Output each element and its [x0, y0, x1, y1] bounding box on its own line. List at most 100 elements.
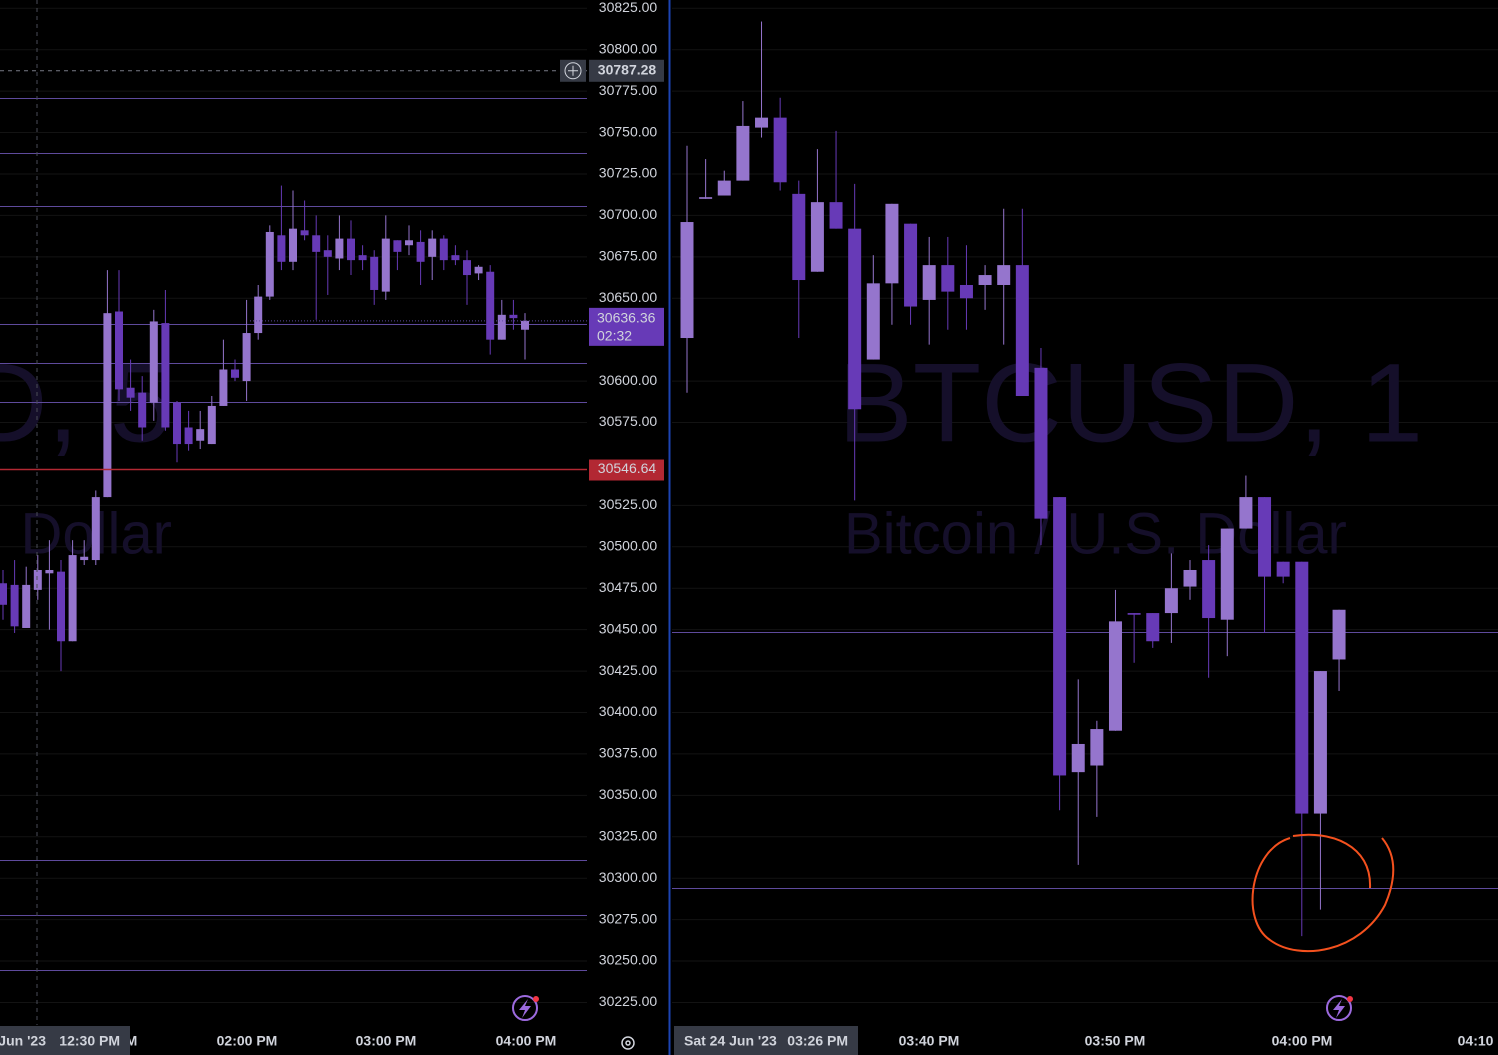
x-tick-label: 02:00 PM: [217, 1033, 278, 1049]
candle-body: [1276, 561, 1290, 577]
candle-body: [126, 387, 135, 398]
x-tick-label: 03:40 PM: [899, 1033, 960, 1049]
candle-body: [358, 255, 367, 261]
candle-body: [755, 117, 769, 128]
lightning-icon[interactable]: [1326, 995, 1353, 1021]
candle-body: [866, 283, 880, 360]
annotation-circle: [1251, 833, 1395, 953]
add-alert-plus: [568, 65, 578, 76]
countdown: 02:32: [597, 328, 632, 344]
candle-body: [370, 256, 379, 290]
y-tick-label: 30525.00: [599, 496, 658, 512]
candle-body: [497, 314, 506, 340]
candle-body: [1295, 561, 1309, 814]
candle-body: [922, 265, 936, 300]
candle-body: [439, 238, 448, 261]
candle-body: [1220, 528, 1234, 620]
candle-body: [231, 369, 239, 378]
candle-body: [521, 320, 529, 330]
crosshair-time-box: [0, 1026, 130, 1055]
candle-body: [149, 321, 158, 403]
lightning-icon[interactable]: [512, 995, 539, 1021]
candle-body: [829, 202, 843, 229]
alert-price: 30546.64: [598, 460, 657, 476]
candle-body: [941, 265, 955, 292]
crosshair-date: Sat 24 Jun '23: [684, 1033, 777, 1049]
candle-body: [1146, 613, 1160, 642]
y-tick-label: 30650.00: [599, 289, 658, 305]
candle-body: [1071, 743, 1085, 773]
candle-body: [115, 311, 123, 390]
candle-body: [207, 405, 216, 445]
y-tick-label: 30375.00: [599, 745, 658, 761]
y-tick-label: 30300.00: [599, 869, 658, 885]
candle-body: [219, 369, 228, 406]
y-tick-label: 30225.00: [599, 993, 658, 1009]
candle-body: [509, 314, 518, 319]
y-tick-label: 30725.00: [599, 165, 658, 181]
candle-body: [848, 228, 862, 410]
candle-body: [196, 429, 205, 441]
candle-body: [289, 228, 297, 262]
candle-body: [416, 241, 425, 262]
name-watermark: Bitcoin / U.S. Dollar: [0, 501, 172, 566]
add-alert-button[interactable]: [560, 59, 586, 82]
candle-body: [885, 203, 899, 284]
candle-body: [1034, 367, 1048, 519]
candle-body: [680, 222, 694, 339]
y-tick-label: 30500.00: [599, 537, 658, 553]
candle-body: [699, 197, 713, 199]
candle-body: [161, 323, 170, 428]
left-panel: BTCUSD, 5Bitcoin / U.S. Dollar: [0, 0, 587, 1025]
candle-body: [254, 296, 263, 334]
candle-body: [184, 427, 193, 445]
candle-body: [904, 223, 918, 307]
candle-body: [428, 238, 437, 257]
candle-body: [10, 584, 19, 627]
candle-body: [1202, 560, 1216, 619]
candle-body: [1015, 265, 1029, 397]
crosshair-price-box: [589, 59, 664, 82]
y-tick-label: 30825.00: [599, 0, 658, 15]
candle-body: [173, 402, 181, 445]
candle-body: [474, 266, 483, 274]
candle-body: [242, 333, 251, 382]
candle-body: [33, 569, 42, 590]
candle-body: [773, 117, 787, 183]
candle-body: [486, 271, 495, 340]
last-price: 30636.36: [597, 310, 656, 326]
y-tick-label: 30325.00: [599, 827, 658, 843]
candle-body: [80, 556, 89, 561]
crosshair-price: 30787.28: [598, 61, 657, 77]
candle-body: [0, 583, 7, 605]
candle-body: [265, 231, 274, 297]
y-tick-label: 30475.00: [599, 579, 658, 595]
y-tick-label: 30600.00: [599, 372, 658, 388]
last-price-box: [589, 307, 664, 346]
candle-body: [45, 569, 54, 574]
y-tick-label: 30800.00: [599, 40, 658, 56]
crosshair-date: Sat 24 Jun '23: [0, 1033, 46, 1049]
candle-body: [717, 180, 731, 196]
candle-body: [335, 238, 344, 259]
alert-price-box: [589, 459, 664, 481]
candle-body: [138, 392, 147, 428]
candle-body: [347, 238, 355, 261]
y-tick-label: 30275.00: [599, 910, 658, 926]
x-tick-label: 04:00 PM: [1272, 1033, 1333, 1049]
candle-body: [1183, 569, 1197, 587]
y-tick-label: 30675.00: [599, 248, 658, 264]
symbol-watermark: BTCUSD, 1: [838, 341, 1423, 466]
crosshair-time: 03:26 PM: [787, 1033, 848, 1049]
candle-body: [1164, 588, 1178, 614]
settings-icon[interactable]: [621, 1036, 635, 1050]
candle-body: [1090, 729, 1104, 766]
candle-body: [997, 265, 1011, 285]
y-tick-label: 30775.00: [599, 82, 658, 98]
y-tick-label: 30700.00: [599, 206, 658, 222]
y-tick-label: 30425.00: [599, 662, 658, 678]
candle-body: [1258, 497, 1272, 577]
candle-body: [1108, 621, 1122, 731]
